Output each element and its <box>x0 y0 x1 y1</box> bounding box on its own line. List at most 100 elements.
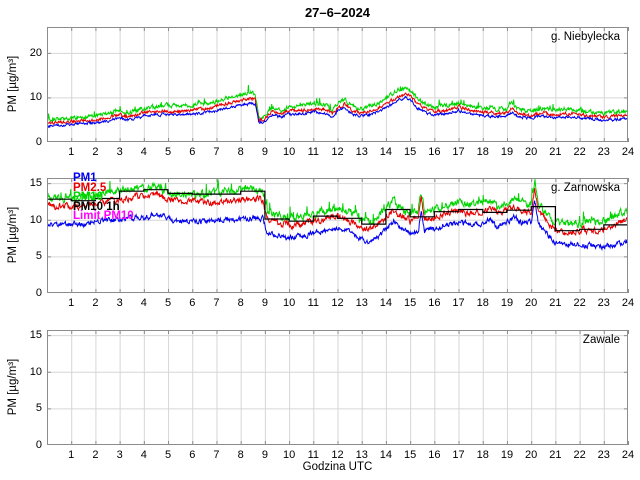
x-tick-label: 2 <box>92 449 99 461</box>
x-tick-label: 18 <box>476 146 489 158</box>
y-tick-label: 10 <box>29 91 42 104</box>
x-tick-label: 16 <box>428 449 441 461</box>
series-pm10-line <box>47 84 628 123</box>
legend-entry-pm2-5: PM2.5 <box>73 181 107 194</box>
station-label-zawale: Zawale <box>582 334 620 346</box>
x-tick-label: 8 <box>237 449 244 461</box>
x-tick-label: 17 <box>452 146 465 158</box>
y-tick-label: 15 <box>29 329 42 342</box>
x-tick-label: 10 <box>282 146 296 158</box>
x-tick-label: 12 <box>331 449 344 461</box>
x-tick-label: 7 <box>213 146 220 158</box>
x-tick-label: 13 <box>355 297 368 309</box>
x-tick-label: 7 <box>213 449 220 461</box>
x-tick-label: 21 <box>549 297 562 309</box>
y-tick-label: 5 <box>35 402 42 415</box>
panel-frame <box>47 178 628 293</box>
station-label-zarnowska: g. Zarnowska <box>550 182 620 194</box>
panel-plot-1 <box>47 27 629 142</box>
x-tick-label: 9 <box>261 146 268 158</box>
x-tick-label: 5 <box>164 297 172 309</box>
x-tick-label: 23 <box>597 449 610 461</box>
x-tick-label: 3 <box>116 297 123 309</box>
x-tick-label: 9 <box>261 297 268 309</box>
x-tick-label: 8 <box>237 146 244 158</box>
x-tick-label: 13 <box>355 146 368 158</box>
legend-entry-pm10: PM10 <box>73 191 104 204</box>
x-tick-label: 14 <box>379 449 393 461</box>
x-tick-label: 16 <box>428 297 441 309</box>
x-tick-label: 12 <box>331 146 344 158</box>
grid-lines <box>47 27 628 142</box>
panel-plot-3 <box>47 330 629 445</box>
y-tick-label: 5 <box>35 250 42 263</box>
x-tick-label: 4 <box>140 146 147 158</box>
x-tick-label: 19 <box>500 146 514 158</box>
x-tick-label: 2 <box>92 146 99 158</box>
x-tick-label: 20 <box>525 146 538 158</box>
x-axis-label: Godzina UTC <box>302 461 373 473</box>
panel-frame <box>47 330 628 445</box>
series-pm25-line <box>47 188 628 237</box>
x-tick-label: 11 <box>307 146 319 158</box>
legend: PM1 PM2.5 PM10 PM10 1h Limit PM10 <box>73 172 134 223</box>
figure-title: 27–6–2024 <box>304 5 371 20</box>
x-tick-label: 22 <box>573 297 586 309</box>
x-tick-label: 4 <box>140 449 147 461</box>
x-tick-label: 5 <box>164 146 172 158</box>
x-tick-label: 9 <box>261 449 268 461</box>
x-tick-label: 23 <box>597 146 610 158</box>
x-tick-label: 19 <box>500 449 514 461</box>
station-label-niebylecka: g. Niebylecka <box>550 31 620 43</box>
panel-plot-2 <box>47 178 629 293</box>
x-tick-label: 2 <box>92 297 99 309</box>
x-tick-label: 24 <box>621 449 635 461</box>
x-tick-label: 19 <box>500 297 514 309</box>
x-tick-label: 15 <box>404 146 417 158</box>
x-tick-label: 21 <box>549 449 562 461</box>
series-pm1-line <box>47 200 628 252</box>
x-tick-label: 17 <box>452 449 465 461</box>
x-tick-label: 1 <box>68 146 75 158</box>
x-tick-label: 1 <box>68 297 75 309</box>
x-tick-label: 10 <box>282 297 296 309</box>
x-tick-label: 5 <box>164 449 172 461</box>
legend-entry-limit-pm10: Limit PM10 <box>73 210 134 223</box>
x-tick-label: 11 <box>307 449 319 461</box>
grid-lines <box>47 330 628 445</box>
legend-entry-pm10-1h: PM10 1h <box>73 200 120 213</box>
y-tick-label: 10 <box>29 213 42 226</box>
x-tick-label: 20 <box>525 449 538 461</box>
series-pm10-line <box>47 179 628 229</box>
x-tick-label: 3 <box>116 449 123 461</box>
y-tick-label: 10 <box>29 365 42 378</box>
x-tick-label: 16 <box>428 146 441 158</box>
y-tick-label: 20 <box>29 46 42 59</box>
x-tick-label: 8 <box>237 297 244 309</box>
y-tick-label: 0 <box>35 287 42 299</box>
x-tick-label: 21 <box>549 146 562 158</box>
x-tick-label: 10 <box>282 449 296 461</box>
x-tick-label: 14 <box>379 146 393 158</box>
y-tick-label: 0 <box>35 136 42 148</box>
x-tick-label: 18 <box>476 449 489 461</box>
series-pm1-line <box>47 95 628 129</box>
legend-entry-pm1: PM1 <box>73 172 97 184</box>
x-tick-label: 17 <box>452 297 465 309</box>
x-tick-label: 6 <box>189 449 196 461</box>
panel-frame <box>47 27 628 142</box>
series-lines <box>47 84 628 129</box>
y-axis-label-panel-1: PM [µg/m³] <box>7 55 19 113</box>
x-tick-label: 3 <box>116 146 123 158</box>
x-tick-label: 12 <box>331 297 344 309</box>
x-tick-label: 7 <box>213 297 220 309</box>
x-tick-label: 24 <box>621 297 635 309</box>
x-tick-label: 22 <box>573 449 586 461</box>
x-tick-label: 24 <box>621 146 635 158</box>
series-pm25-line <box>47 92 628 126</box>
x-tick-label: 20 <box>525 297 538 309</box>
x-tick-label: 4 <box>140 297 147 309</box>
x-tick-label: 18 <box>476 297 489 309</box>
x-tick-label: 15 <box>404 449 417 461</box>
